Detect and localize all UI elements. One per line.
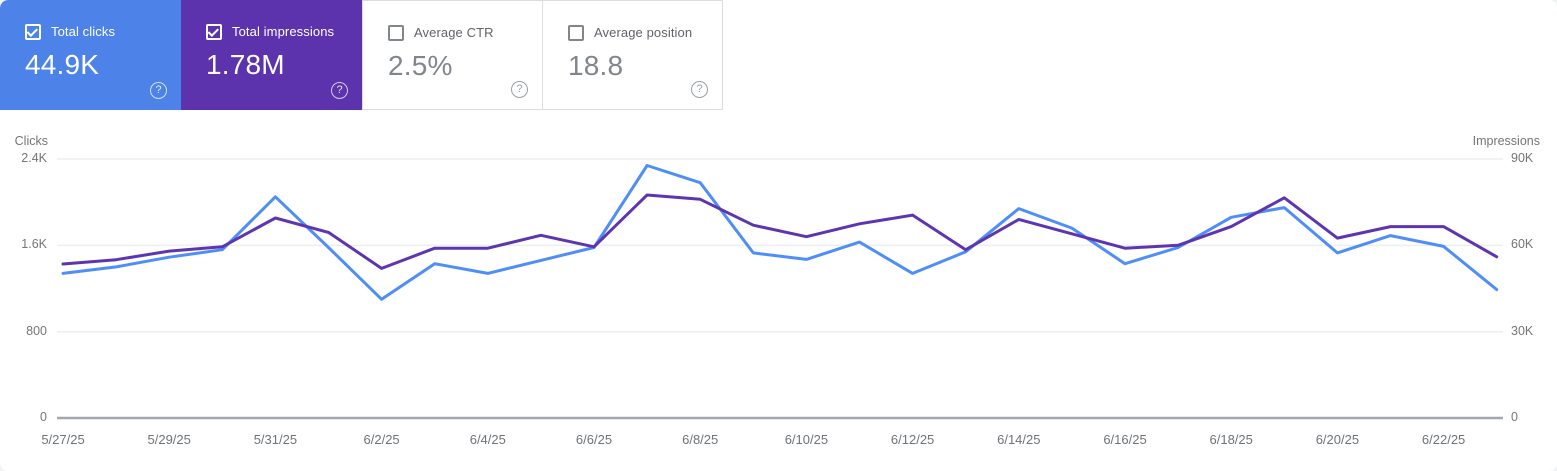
checkbox-unchecked-icon[interactable] [388,24,404,41]
metric-card-average-position[interactable]: Average position 18.8 ? [542,0,723,110]
right-axis-title: Impressions [1472,134,1540,148]
metric-value: 2.5% [388,50,453,81]
metric-value: 44.9K [25,49,100,80]
x-axis-date-label: 5/27/25 [41,432,85,447]
right-axis-tick: 0 [1511,410,1518,424]
x-axis-date-label: 6/16/25 [1103,432,1147,447]
metric-cards-row: Total clicks 44.9K ? Total impressions 1… [0,0,723,110]
left-axis-tick: 2.4K [21,151,47,165]
metric-label: Average CTR [414,25,494,40]
x-axis-date-label: 5/29/25 [147,432,191,447]
metric-label: Total clicks [51,24,116,39]
x-axis-date-label: 6/2/25 [363,432,400,447]
metric-label: Total impressions [232,24,335,39]
help-icon[interactable]: ? [331,82,348,99]
checkbox-checked-icon[interactable] [206,23,222,40]
x-axis-date-label: 6/20/25 [1315,432,1360,447]
left-axis-tick: 1.6K [21,237,47,252]
help-icon[interactable]: ? [691,81,708,98]
metric-card-total-clicks[interactable]: Total clicks 44.9K ? [0,0,181,110]
left-axis-tick: 0 [40,410,47,424]
checkbox-unchecked-icon[interactable] [568,24,584,41]
left-axis-tick: 800 [26,323,47,338]
checkbox-checked-icon[interactable] [25,23,41,40]
series-impressions-line[interactable] [61,193,1499,270]
x-axis-date-label: 6/14/25 [997,432,1041,447]
x-axis-date-label: 6/4/25 [469,432,506,447]
right-axis-tick: 30K [1511,323,1534,338]
help-icon[interactable]: ? [150,82,167,99]
x-axis-date-label: 6/12/25 [890,432,935,447]
metric-value: 18.8 [568,50,624,81]
x-axis-date-label: 6/18/25 [1209,432,1253,447]
metric-card-total-impressions[interactable]: Total impressions 1.78M ? [181,0,362,110]
metric-value: 1.78M [206,49,285,80]
metric-card-average-ctr[interactable]: Average CTR 2.5% ? [362,0,543,110]
x-axis-date-label: 6/10/25 [784,432,829,447]
right-axis-tick: 90K [1511,151,1534,165]
metric-label: Average position [594,25,693,40]
help-icon[interactable]: ? [511,81,528,98]
x-axis-date-label: 5/31/25 [253,432,298,447]
x-axis-date-label: 6/6/25 [575,432,613,447]
right-axis-tick: 60K [1511,237,1534,252]
x-axis-date-label: 6/8/25 [682,432,719,447]
left-axis-title: Clicks [14,134,48,148]
x-axis-date-label: 6/22/25 [1421,432,1466,447]
